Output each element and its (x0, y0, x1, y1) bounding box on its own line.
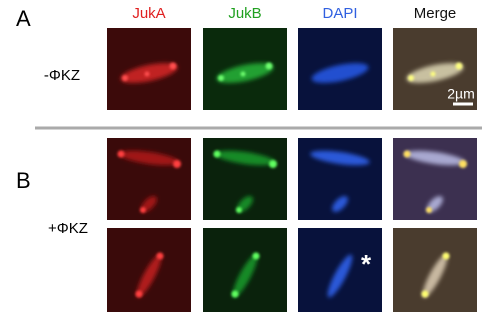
marker: * (361, 249, 372, 279)
image-panel (298, 28, 382, 110)
panel-label: B (16, 168, 31, 193)
image-panel (298, 138, 382, 220)
scale-label: 2µm (447, 86, 475, 102)
image-panel: 2µm (393, 28, 477, 110)
image-panel (203, 28, 287, 110)
column-header: DAPI (322, 5, 357, 22)
image-panel: * (298, 228, 382, 312)
column-header: JukA (132, 5, 165, 22)
column-header: Merge (414, 5, 457, 22)
image-panel (203, 138, 287, 220)
image-panel (107, 138, 191, 220)
column-header: JukB (228, 5, 261, 22)
condition-label: -ΦKZ (44, 67, 80, 84)
condition-label: +ΦKZ (48, 220, 88, 237)
image-panel (107, 28, 191, 110)
image-panel (107, 228, 191, 312)
image-panel (393, 228, 477, 312)
image-panel (393, 138, 477, 220)
image-panel (203, 228, 287, 312)
panel-label: A (16, 6, 31, 31)
